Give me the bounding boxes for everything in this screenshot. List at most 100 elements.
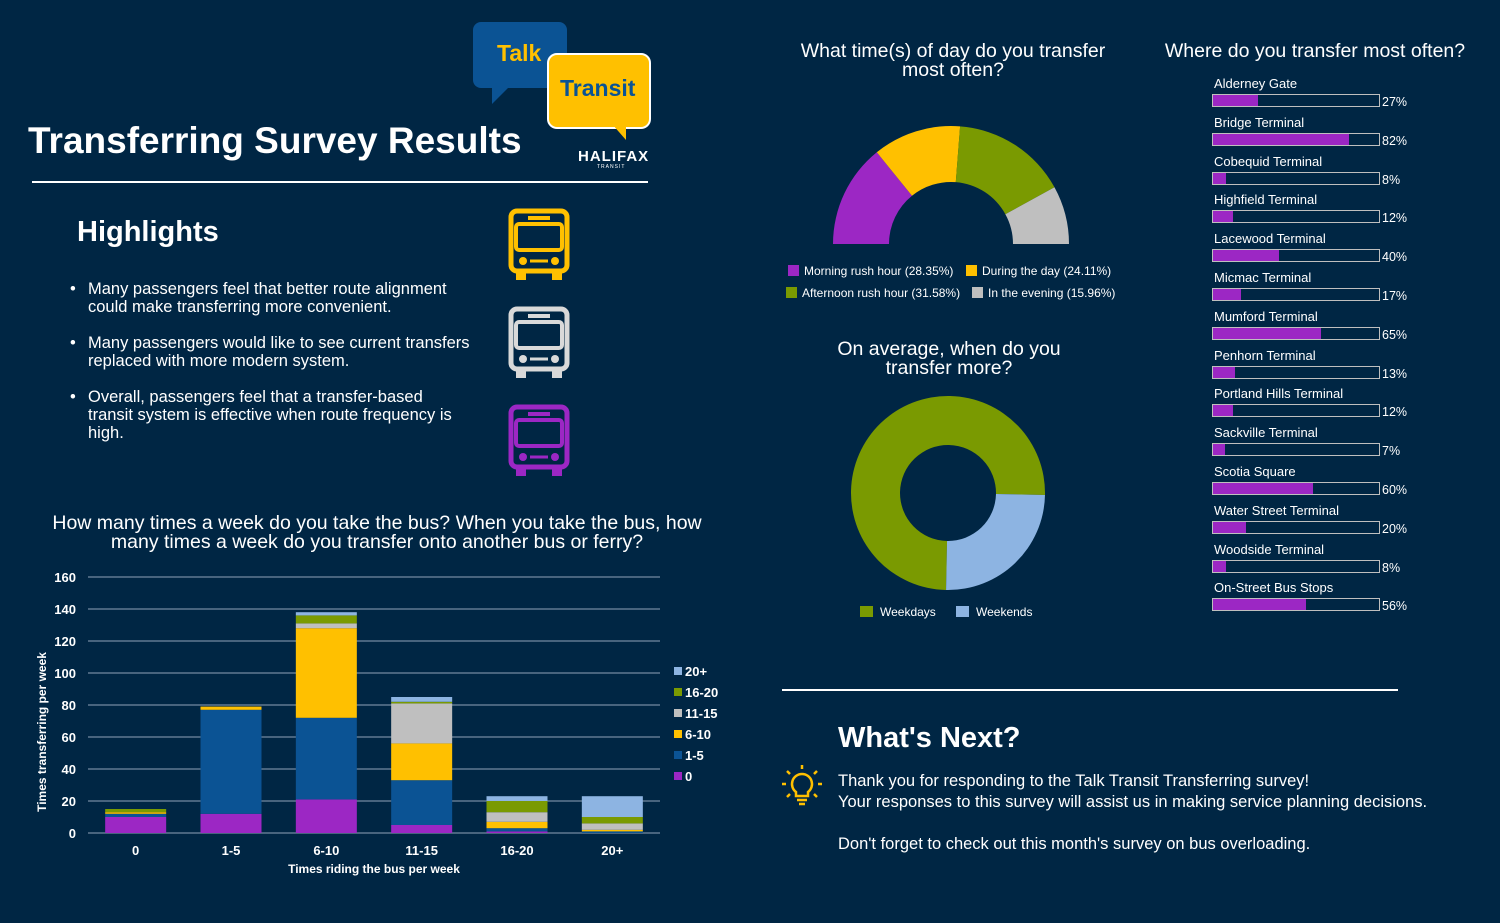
station-bar-fill — [1213, 405, 1233, 416]
station-bar-track — [1212, 443, 1380, 456]
title-divider — [32, 181, 648, 183]
station-label: Scotia Square — [1214, 464, 1296, 479]
legend-swatch — [674, 730, 682, 738]
station-bar-track — [1212, 327, 1380, 340]
legend-label: Morning rush hour (28.35%) — [804, 264, 953, 278]
time-of-day-half-donut: Morning rush hour (28.35%) During the day… — [786, 126, 1115, 300]
bar-segment-11-15 — [295, 623, 357, 629]
bar-segment-1-5 — [486, 828, 548, 832]
bar-segment-16-20 — [581, 817, 643, 824]
station-bar-fill — [1213, 328, 1321, 339]
whats-next-line: Don't forget to check out this month's s… — [838, 835, 1311, 853]
legend-label: 11-15 — [685, 706, 718, 721]
legend-swatch — [674, 772, 682, 780]
station-bar-track — [1212, 94, 1380, 107]
stacked-chart-title: How many times a week do you take the bu… — [52, 512, 702, 553]
legend-label: 1-5 — [685, 748, 704, 763]
legend-label: During the day (24.11%) — [982, 264, 1111, 278]
y-tick-label: 160 — [54, 570, 76, 585]
station-percent: 12% — [1382, 211, 1408, 225]
legend-swatch — [956, 606, 969, 617]
station-label: On-Street Bus Stops — [1214, 580, 1334, 595]
bar-segment-1-5 — [105, 813, 167, 817]
station-percent: 8% — [1382, 173, 1401, 187]
half-donut-slice — [955, 126, 1055, 215]
station-bar-fill — [1213, 483, 1313, 494]
transit-bubble: Transit — [547, 53, 651, 129]
station-percent: 60% — [1382, 483, 1408, 497]
station-percent: 82% — [1382, 134, 1408, 148]
legend-label: Weekends — [976, 605, 1032, 619]
station-label: Micmac Terminal — [1214, 270, 1312, 285]
station-label: Woodside Terminal — [1214, 542, 1325, 557]
logo-talk-text: Talk — [497, 40, 542, 66]
highlights-title: Highlights — [77, 216, 219, 248]
station-bar-fill — [1213, 522, 1247, 533]
legend-swatch — [674, 688, 682, 696]
bar-segment-6-10 — [105, 812, 167, 814]
station-bar-track — [1212, 172, 1380, 185]
station-bar-track — [1212, 404, 1380, 417]
x-tick-label: 16-20 — [500, 843, 533, 858]
stacked-chart-grid — [88, 576, 660, 834]
highlights-list: Many passengers feel that better route a… — [70, 280, 470, 460]
whats-next-divider — [782, 689, 1398, 691]
bar-segment-6-10 — [391, 743, 453, 781]
station-label: Alderney Gate — [1214, 76, 1298, 91]
y-tick-label: 20 — [62, 794, 76, 809]
bus-icon — [508, 404, 570, 476]
bus-icon — [508, 208, 570, 280]
x-tick-label: 0 — [132, 843, 139, 858]
station-label: Sackville Terminal — [1214, 425, 1318, 440]
stacked-chart-legend: 20+ 16-20 11-15 6-10 1-5 0 — [674, 664, 718, 784]
bar-segment-16-20 — [105, 809, 167, 813]
bar-segment-6-10 — [200, 706, 262, 710]
whats-next-line: Your responses to this survey will assis… — [838, 793, 1428, 811]
station-percent: 12% — [1382, 405, 1408, 419]
transfer-location-chart: Alderney Gate 27% Bridge Terminal 82% Cobequ… — [1212, 76, 1452, 616]
y-tick-label: 120 — [54, 634, 76, 649]
bar-segment-1-5 — [200, 709, 262, 814]
legend-swatch — [966, 265, 977, 276]
bar-segment-20+ — [581, 796, 643, 817]
halifax-logo-text: HALIFAX — [578, 148, 650, 165]
bar-segment-1-5 — [391, 780, 453, 825]
bar-segment-0 — [105, 817, 167, 833]
y-tick-label: 40 — [62, 762, 76, 777]
stacked-chart-y-label: Times transferring per week — [35, 652, 49, 812]
station-bar-track — [1212, 249, 1380, 262]
station-percent: 17% — [1382, 289, 1408, 303]
bar-segment-0 — [391, 825, 453, 833]
station-percent: 27% — [1382, 95, 1408, 109]
whats-next-title: What's Next? — [838, 722, 1021, 754]
station-percent: 20% — [1382, 522, 1408, 536]
y-tick-label: 100 — [54, 666, 76, 681]
legend-swatch — [972, 287, 983, 298]
legend-swatch — [860, 606, 873, 617]
station-label: Portland Hills Terminal — [1214, 386, 1344, 401]
bar-segment-0 — [295, 799, 357, 833]
stacked-chart-x-ticks: 0 1-5 6-10 11-15 16-20 20+ — [132, 843, 624, 858]
legend-label: In the evening (15.96%) — [988, 286, 1115, 300]
bar-segment-20+ — [391, 697, 453, 702]
transfer-location-title: Where do you transfer most often? — [1164, 40, 1466, 62]
station-label: Highfield Terminal — [1214, 192, 1318, 207]
highlight-item: Overall, passengers feel that a transfer… — [70, 388, 470, 442]
station-label: Cobequid Terminal — [1214, 154, 1323, 169]
station-bar-fill — [1213, 211, 1233, 222]
bar-segment-16-20 — [295, 615, 357, 624]
bar-segment-11-15 — [486, 812, 548, 822]
station-bar-track — [1212, 133, 1380, 146]
bar-segment-1-5 — [295, 717, 357, 800]
station-percent: 7% — [1382, 444, 1401, 458]
legend-swatch — [788, 265, 799, 276]
station-percent: 8% — [1382, 561, 1401, 575]
y-tick-label: 140 — [54, 602, 76, 617]
station-bar-track — [1212, 482, 1380, 495]
highlight-item: Many passengers would like to see curren… — [70, 334, 470, 370]
legend-swatch — [674, 667, 682, 675]
y-tick-label: 0 — [69, 826, 76, 841]
legend-swatch — [786, 287, 797, 298]
x-tick-label: 1-5 — [222, 843, 241, 858]
legend-label: 20+ — [685, 664, 707, 679]
